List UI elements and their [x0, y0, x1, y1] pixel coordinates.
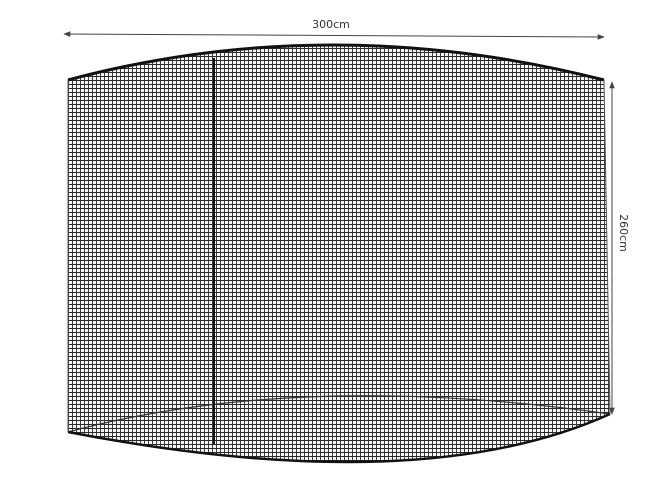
width-dimension-arrow	[63, 31, 605, 40]
width-label: 300cm	[312, 18, 350, 31]
net-bottom-ring	[67, 412, 611, 464]
net-right-edge	[603, 79, 611, 415]
net-mesh	[68, 45, 610, 463]
height-label: 260cm	[617, 214, 630, 252]
net-bottom-back-edge	[67, 395, 611, 433]
net-top-ring	[67, 43, 605, 82]
